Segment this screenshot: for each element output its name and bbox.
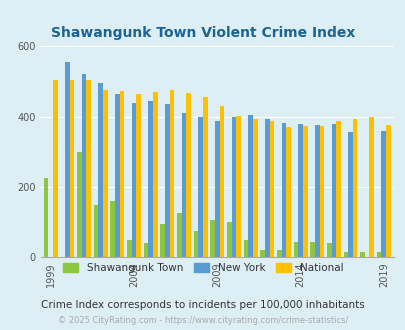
Bar	[148, 101, 153, 257]
Bar	[352, 119, 357, 257]
Bar	[181, 113, 186, 257]
Bar	[236, 115, 240, 257]
Bar	[243, 240, 247, 257]
Bar	[302, 126, 307, 257]
Text: Shawangunk Town Violent Crime Index: Shawangunk Town Violent Crime Index	[51, 26, 354, 40]
Bar	[93, 205, 98, 257]
Bar	[65, 62, 69, 257]
Bar	[219, 106, 224, 257]
Bar	[226, 222, 231, 257]
Bar	[347, 132, 352, 257]
Bar	[297, 124, 302, 257]
Bar	[260, 250, 264, 257]
Bar	[252, 119, 257, 257]
Bar	[81, 74, 86, 257]
Bar	[343, 252, 347, 257]
Bar	[102, 90, 107, 257]
Bar	[247, 115, 252, 257]
Bar	[309, 242, 314, 257]
Text: © 2025 CityRating.com - https://www.cityrating.com/crime-statistics/: © 2025 CityRating.com - https://www.city…	[58, 316, 347, 325]
Bar	[153, 92, 157, 257]
Bar	[127, 240, 131, 257]
Bar	[160, 224, 164, 257]
Bar	[335, 121, 340, 257]
Bar	[131, 103, 136, 257]
Bar	[319, 126, 323, 257]
Bar	[69, 80, 74, 257]
Bar	[359, 252, 364, 257]
Bar	[210, 220, 214, 257]
Bar	[381, 131, 385, 257]
Bar	[136, 94, 141, 257]
Bar	[202, 97, 207, 257]
Bar	[369, 117, 373, 257]
Bar	[43, 178, 48, 257]
Bar	[198, 116, 202, 257]
Bar	[214, 121, 219, 257]
Bar	[143, 243, 148, 257]
Bar	[264, 119, 269, 257]
Bar	[77, 152, 81, 257]
Bar	[177, 214, 181, 257]
Bar	[169, 90, 174, 257]
Bar	[231, 116, 236, 257]
Bar	[281, 123, 286, 257]
Legend: Shawangunk Town, New York, National: Shawangunk Town, New York, National	[58, 259, 347, 277]
Bar	[115, 94, 119, 257]
Bar	[110, 201, 115, 257]
Bar	[293, 242, 297, 257]
Bar	[385, 125, 390, 257]
Bar	[98, 83, 102, 257]
Bar	[193, 231, 198, 257]
Bar	[376, 252, 381, 257]
Bar	[326, 243, 331, 257]
Bar	[276, 250, 281, 257]
Bar	[186, 93, 190, 257]
Bar	[86, 80, 91, 257]
Bar	[331, 124, 335, 257]
Bar	[269, 121, 273, 257]
Bar	[119, 91, 124, 257]
Bar	[164, 104, 169, 257]
Bar	[314, 125, 319, 257]
Bar	[286, 127, 290, 257]
Bar	[53, 80, 58, 257]
Text: Crime Index corresponds to incidents per 100,000 inhabitants: Crime Index corresponds to incidents per…	[41, 300, 364, 310]
